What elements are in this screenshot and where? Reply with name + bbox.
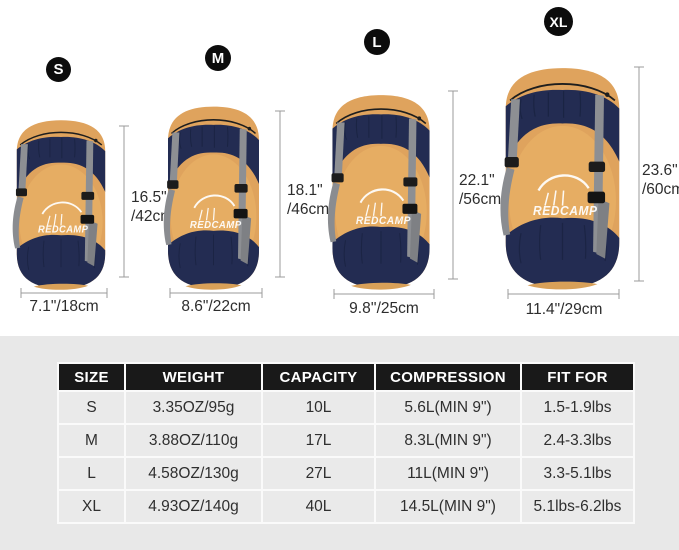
height-label-m-cm: /46cm [287, 201, 330, 218]
height-label-xl-cm: /60cm [642, 181, 679, 198]
table-cell: 8.3L(MIN 9") [376, 425, 520, 456]
height-dimension-line-xl [634, 66, 644, 282]
height-dimension-line-l [448, 90, 458, 280]
table-cell: 2.4-3.3lbs [522, 425, 633, 456]
width-label-xl: 11.4"/29cm [525, 301, 603, 318]
table-cell: 5.6L(MIN 9") [376, 392, 520, 423]
compression-sack-xl [499, 66, 621, 291]
size-badge-s-label: S [53, 61, 64, 78]
table-cell: 27L [263, 458, 374, 489]
compression-sack-l [326, 94, 431, 291]
height-label-l: 22.1" /56cm [459, 171, 501, 209]
size-badge-l-label: L [372, 33, 382, 51]
spec-table: SIZE WEIGHT CAPACITY COMPRESSION FIT FOR… [57, 362, 635, 524]
height-label-s-in: 16.5" [131, 189, 167, 206]
size-badge-xl: XL [544, 7, 573, 36]
table-cell: S [59, 392, 124, 423]
height-label-l-in: 22.1" [459, 172, 495, 189]
table-cell: 3.88OZ/110g [126, 425, 261, 456]
height-label-xl-in: 23.6" [642, 162, 678, 179]
height-label-s-cm: /42cm [131, 208, 174, 225]
table-cell: 1.5-1.9lbs [522, 392, 633, 423]
table-cell: 3.3-5.1lbs [522, 458, 633, 489]
table-cell: 10L [263, 392, 374, 423]
table-header-size: SIZE [59, 364, 124, 390]
width-label-m: 8.6"/22cm [181, 298, 251, 315]
table-cell: 11L(MIN 9") [376, 458, 520, 489]
table-cell: XL [59, 491, 124, 522]
width-dimension-line-xl [507, 289, 620, 299]
size-badge-l: L [364, 29, 390, 55]
height-label-l-cm: /56cm [459, 191, 502, 208]
size-badge-m-label: M [211, 49, 225, 67]
table-cell: 14.5L(MIN 9") [376, 491, 520, 522]
height-dimension-line-m [275, 110, 285, 278]
table-header-weight: WEIGHT [126, 364, 261, 390]
size-badge-xl-label: XL [549, 13, 568, 30]
compression-sack-s [11, 119, 107, 291]
height-label-xl: 23.6" /60cm [642, 161, 679, 199]
height-dimension-line-s [119, 125, 129, 278]
table-header-fitfor: FIT FOR [522, 364, 633, 390]
table-cell: L [59, 458, 124, 489]
table-cell: M [59, 425, 124, 456]
height-label-m-in: 18.1" [287, 182, 323, 199]
table-cell: 4.58OZ/130g [126, 458, 261, 489]
height-label-m: 18.1" /46cm [287, 181, 329, 219]
width-dimension-line-m [169, 288, 263, 298]
table-cell: 17L [263, 425, 374, 456]
compression-sack-m [162, 105, 261, 291]
width-dimension-line-l [333, 289, 435, 299]
table-header-capacity: CAPACITY [263, 364, 374, 390]
table-cell: 5.1lbs-6.2lbs [522, 491, 633, 522]
width-label-s: 7.1"/18cm [29, 298, 99, 315]
size-badge-m: M [205, 45, 231, 71]
table-header-compression: COMPRESSION [376, 364, 520, 390]
width-label-l: 9.8''/25cm [349, 300, 419, 317]
width-dimension-line-s [20, 288, 108, 298]
height-label-s: 16.5" /42cm [131, 188, 173, 226]
table-cell: 4.93OZ/140g [126, 491, 261, 522]
table-cell: 3.35OZ/95g [126, 392, 261, 423]
table-cell: 40L [263, 491, 374, 522]
size-badge-s: S [46, 57, 71, 82]
